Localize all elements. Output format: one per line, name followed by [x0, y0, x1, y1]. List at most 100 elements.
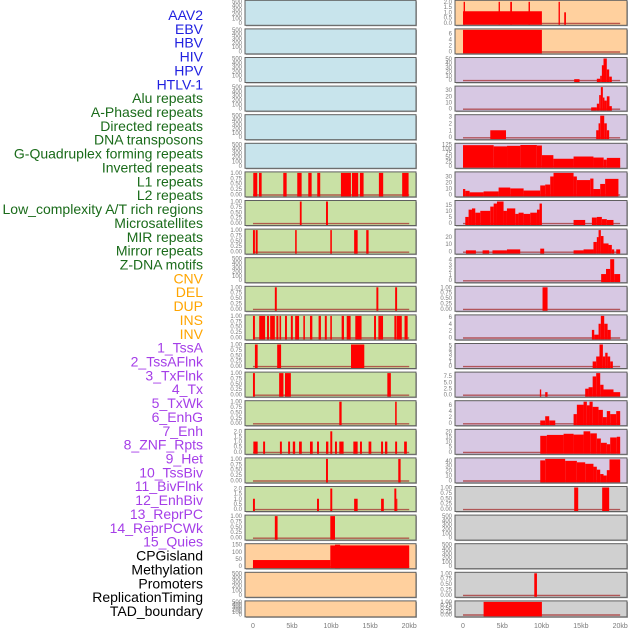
bar [309, 315, 313, 340]
bar [603, 58, 607, 82]
y-tick-label: 0.00 [230, 335, 242, 341]
bar [605, 178, 619, 197]
track-panel: 0.000.250.500.751.00 [230, 314, 417, 341]
y-tick-label: 200 [232, 127, 243, 133]
y-tick-label: 0.50 [440, 296, 452, 302]
y-tick-label: 4 [449, 322, 453, 328]
y-tick-label: 0 [449, 107, 453, 113]
bar [498, 1, 500, 25]
y-tick-label: 20 [445, 180, 452, 186]
y-tick-label: 20 [445, 94, 452, 100]
bar [591, 107, 597, 111]
track-label: L1 repeats [137, 173, 203, 189]
y-tick-label: 20 [445, 70, 452, 76]
track-label: HTLV-1 [157, 76, 204, 92]
bar [600, 183, 606, 197]
y-tick-label: 0.75 [230, 233, 242, 239]
y-tick-label: 10 [445, 100, 452, 106]
y-tick-label: 0.75 [230, 291, 242, 297]
bar [601, 65, 604, 82]
bar [483, 601, 542, 617]
bar [295, 230, 297, 254]
y-tick-label: 2 [449, 415, 453, 421]
track-label: 4_Tx [172, 381, 203, 397]
bar [523, 213, 531, 225]
bar [603, 389, 614, 397]
panel-border [244, 486, 417, 512]
bar [574, 79, 580, 82]
bar [536, 209, 540, 225]
track-panel: 0.02.55.07.5 [444, 371, 628, 399]
y-tick-label: 0.25 [230, 301, 242, 307]
bar [592, 376, 597, 397]
x-tick-label: 5kb [497, 623, 508, 630]
bar [606, 411, 611, 426]
y-tick-label: 0 [239, 135, 243, 141]
bar [330, 488, 333, 511]
y-tick-label: 300 [232, 605, 243, 611]
bar [297, 172, 302, 197]
bar [609, 76, 612, 82]
y-tick-label: 0.75 [230, 405, 242, 411]
y-tick-label: 400 [232, 576, 243, 582]
panel-border [244, 514, 417, 541]
y-tick-label: 0.0 [234, 507, 243, 513]
panel-background [245, 600, 416, 617]
y-tick-label: 200 [232, 155, 243, 161]
y-tick-label: 1.00 [230, 514, 242, 520]
bar [598, 123, 601, 140]
bar [506, 249, 521, 254]
y-tick-label: 2.5 [444, 386, 453, 392]
bar [573, 176, 577, 197]
track-label: 10_TssBiv [139, 464, 203, 480]
track-panel: 0.000.250.500.751.00 [230, 285, 417, 313]
y-tick-label: 25 [445, 160, 452, 166]
bar [303, 315, 305, 340]
y-tick-label: 1.00 [230, 171, 242, 177]
y-tick-label: 40 [445, 459, 452, 465]
bar [252, 315, 255, 340]
bar [602, 356, 606, 368]
track-label: Z-DNA motifs [120, 256, 203, 272]
y-tick-label: 1.00 [230, 400, 242, 406]
bar [550, 176, 554, 197]
y-tick-label: 0.00 [440, 307, 452, 313]
panel-border [454, 371, 628, 398]
panel-background [245, 28, 416, 54]
y-tick-label: 200 [442, 527, 453, 533]
bar [611, 249, 615, 254]
bar [546, 434, 564, 454]
y-tick-label: 0.75 [230, 462, 242, 468]
panel-background [245, 114, 416, 140]
y-tick-label: 0.75 [230, 319, 242, 325]
y-tick-label: 0.25 [230, 216, 242, 222]
bar [471, 208, 476, 225]
y-tick-label: 1.00 [230, 228, 242, 234]
track-label: 9_Het [166, 451, 203, 467]
y-tick-label: 0.25 [440, 609, 452, 615]
bar [395, 287, 398, 311]
track-label: CNV [173, 270, 203, 286]
y-tick-label: 0.50 [230, 525, 242, 531]
bar [594, 334, 599, 340]
bar [588, 387, 593, 397]
bar [309, 441, 313, 454]
bar [279, 373, 284, 397]
panel-border [244, 571, 417, 598]
bar [351, 344, 365, 368]
y-tick-label: 0 [239, 593, 243, 599]
y-tick-label: 0 [239, 612, 243, 618]
bar [600, 236, 604, 254]
bar [285, 315, 287, 340]
bar [545, 392, 548, 397]
track-panel: 0.000.250.500.751.00 [230, 400, 417, 427]
y-tick-label: 1.0 [234, 497, 243, 503]
panel-background [245, 457, 416, 483]
y-tick-label: 500 [232, 57, 243, 63]
y-tick-label: 500 [232, 28, 243, 34]
